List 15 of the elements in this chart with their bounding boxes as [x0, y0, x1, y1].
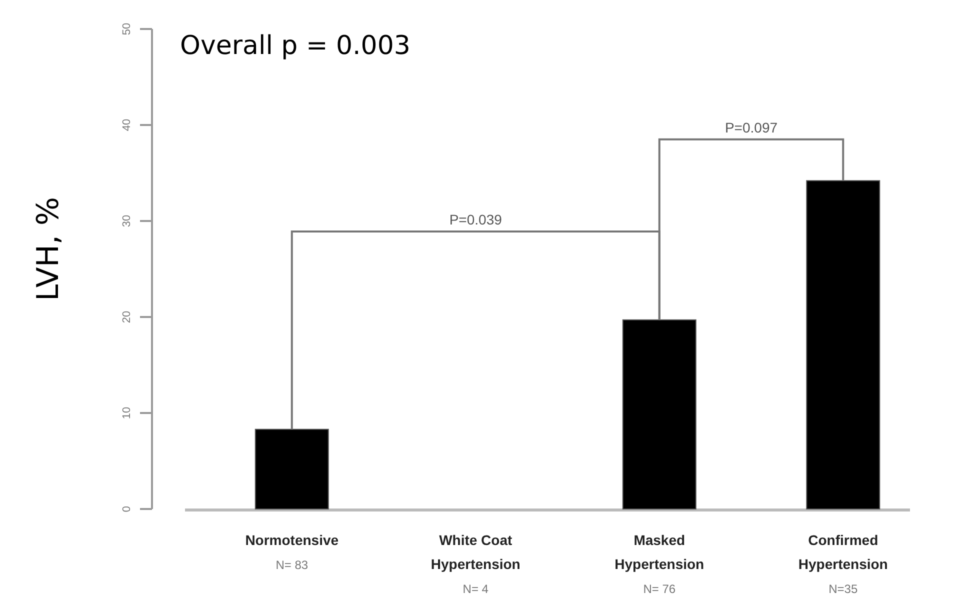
y-tick-label: 10	[121, 406, 133, 420]
y-tick-label: 30	[121, 214, 133, 228]
chart-title: Overall p = 0.003	[180, 31, 410, 61]
y-tick-label: 50	[121, 22, 133, 36]
x-tick-label: Confirmed Hypertension N=35	[798, 532, 888, 596]
y-axis-title: LVH, %	[31, 196, 66, 302]
x-tick-label: Normotensive N= 83	[245, 532, 339, 572]
bar	[254, 428, 329, 510]
y-tick-label: 20	[121, 310, 133, 324]
y-tick-label: 0	[121, 506, 133, 512]
annotation: P=0.039	[449, 212, 502, 228]
y-tick-label: 40	[121, 118, 133, 132]
x-tick-label: White Coat Hypertension N= 4	[430, 532, 520, 596]
annotation: P=0.097	[724, 119, 778, 136]
x-tick-label: Masked Hypertension N= 76	[614, 532, 704, 596]
